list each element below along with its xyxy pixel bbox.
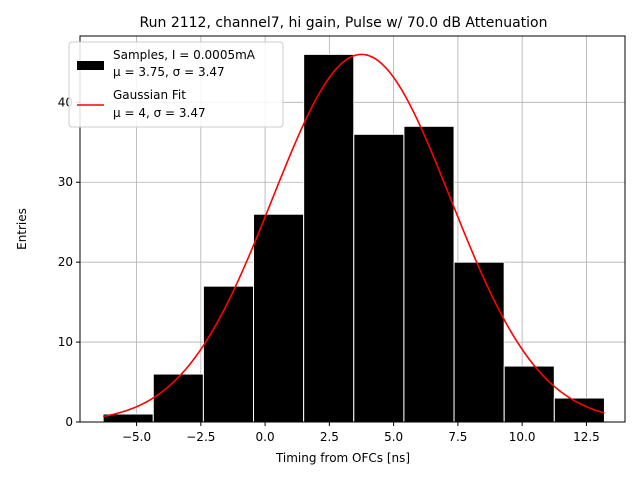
legend-label-samples-line2: μ = 3.75, σ = 3.47 <box>113 65 225 79</box>
legend-swatch-samples <box>77 61 104 70</box>
y-axis-label: Entries <box>15 208 29 250</box>
legend-label-fit-line2: μ = 4, σ = 3.47 <box>113 106 206 120</box>
x-tick-label-1: −2.5 <box>186 430 215 444</box>
legend: Samples, I = 0.0005mA μ = 3.75, σ = 3.47… <box>68 41 284 128</box>
x-tick-label-2: 0.0 <box>256 430 275 444</box>
plot-frame <box>79 35 626 423</box>
histogram-bar-6 <box>403 125 455 423</box>
y-tick-label-1: 10 <box>58 335 73 349</box>
x-tick-label-3: 2.5 <box>320 430 339 444</box>
gaussian-fit-curve <box>102 53 605 418</box>
y-tick-label-2: 20 <box>58 255 73 269</box>
legend-label-samples-line1: Samples, I = 0.0005mA <box>113 48 256 62</box>
histogram-bar-4 <box>303 53 355 423</box>
histogram-bar-2 <box>202 285 255 423</box>
x-tick-label-0: −5.0 <box>122 430 151 444</box>
legend-label-fit-line1: Gaussian Fit <box>113 88 186 102</box>
x-axis-label: Timing from OFCs [ns] <box>275 451 410 465</box>
x-tick-label-4: 5.0 <box>384 430 403 444</box>
histogram-bar-1 <box>152 373 204 423</box>
x-tick-label-5: 7.5 <box>448 430 467 444</box>
histogram-bar-3 <box>253 213 305 423</box>
y-tick-label-0: 0 <box>65 415 73 429</box>
y-tick-label-3: 30 <box>58 175 73 189</box>
histogram-bars <box>102 53 605 423</box>
histogram-bar-8 <box>503 365 555 423</box>
chart-title: Run 2112, channel7, hi gain, Pulse w/ 70… <box>140 15 548 31</box>
histogram-bar-7 <box>453 261 505 423</box>
x-tick-label-6: 10.0 <box>509 430 536 444</box>
x-axis-ticks: −5.0 −2.5 0.0 2.5 5.0 7.5 10.0 12.5 <box>122 422 600 444</box>
x-tick-label-7: 12.5 <box>573 430 600 444</box>
histogram-bar-5 <box>353 133 405 423</box>
legend-box <box>68 41 284 128</box>
